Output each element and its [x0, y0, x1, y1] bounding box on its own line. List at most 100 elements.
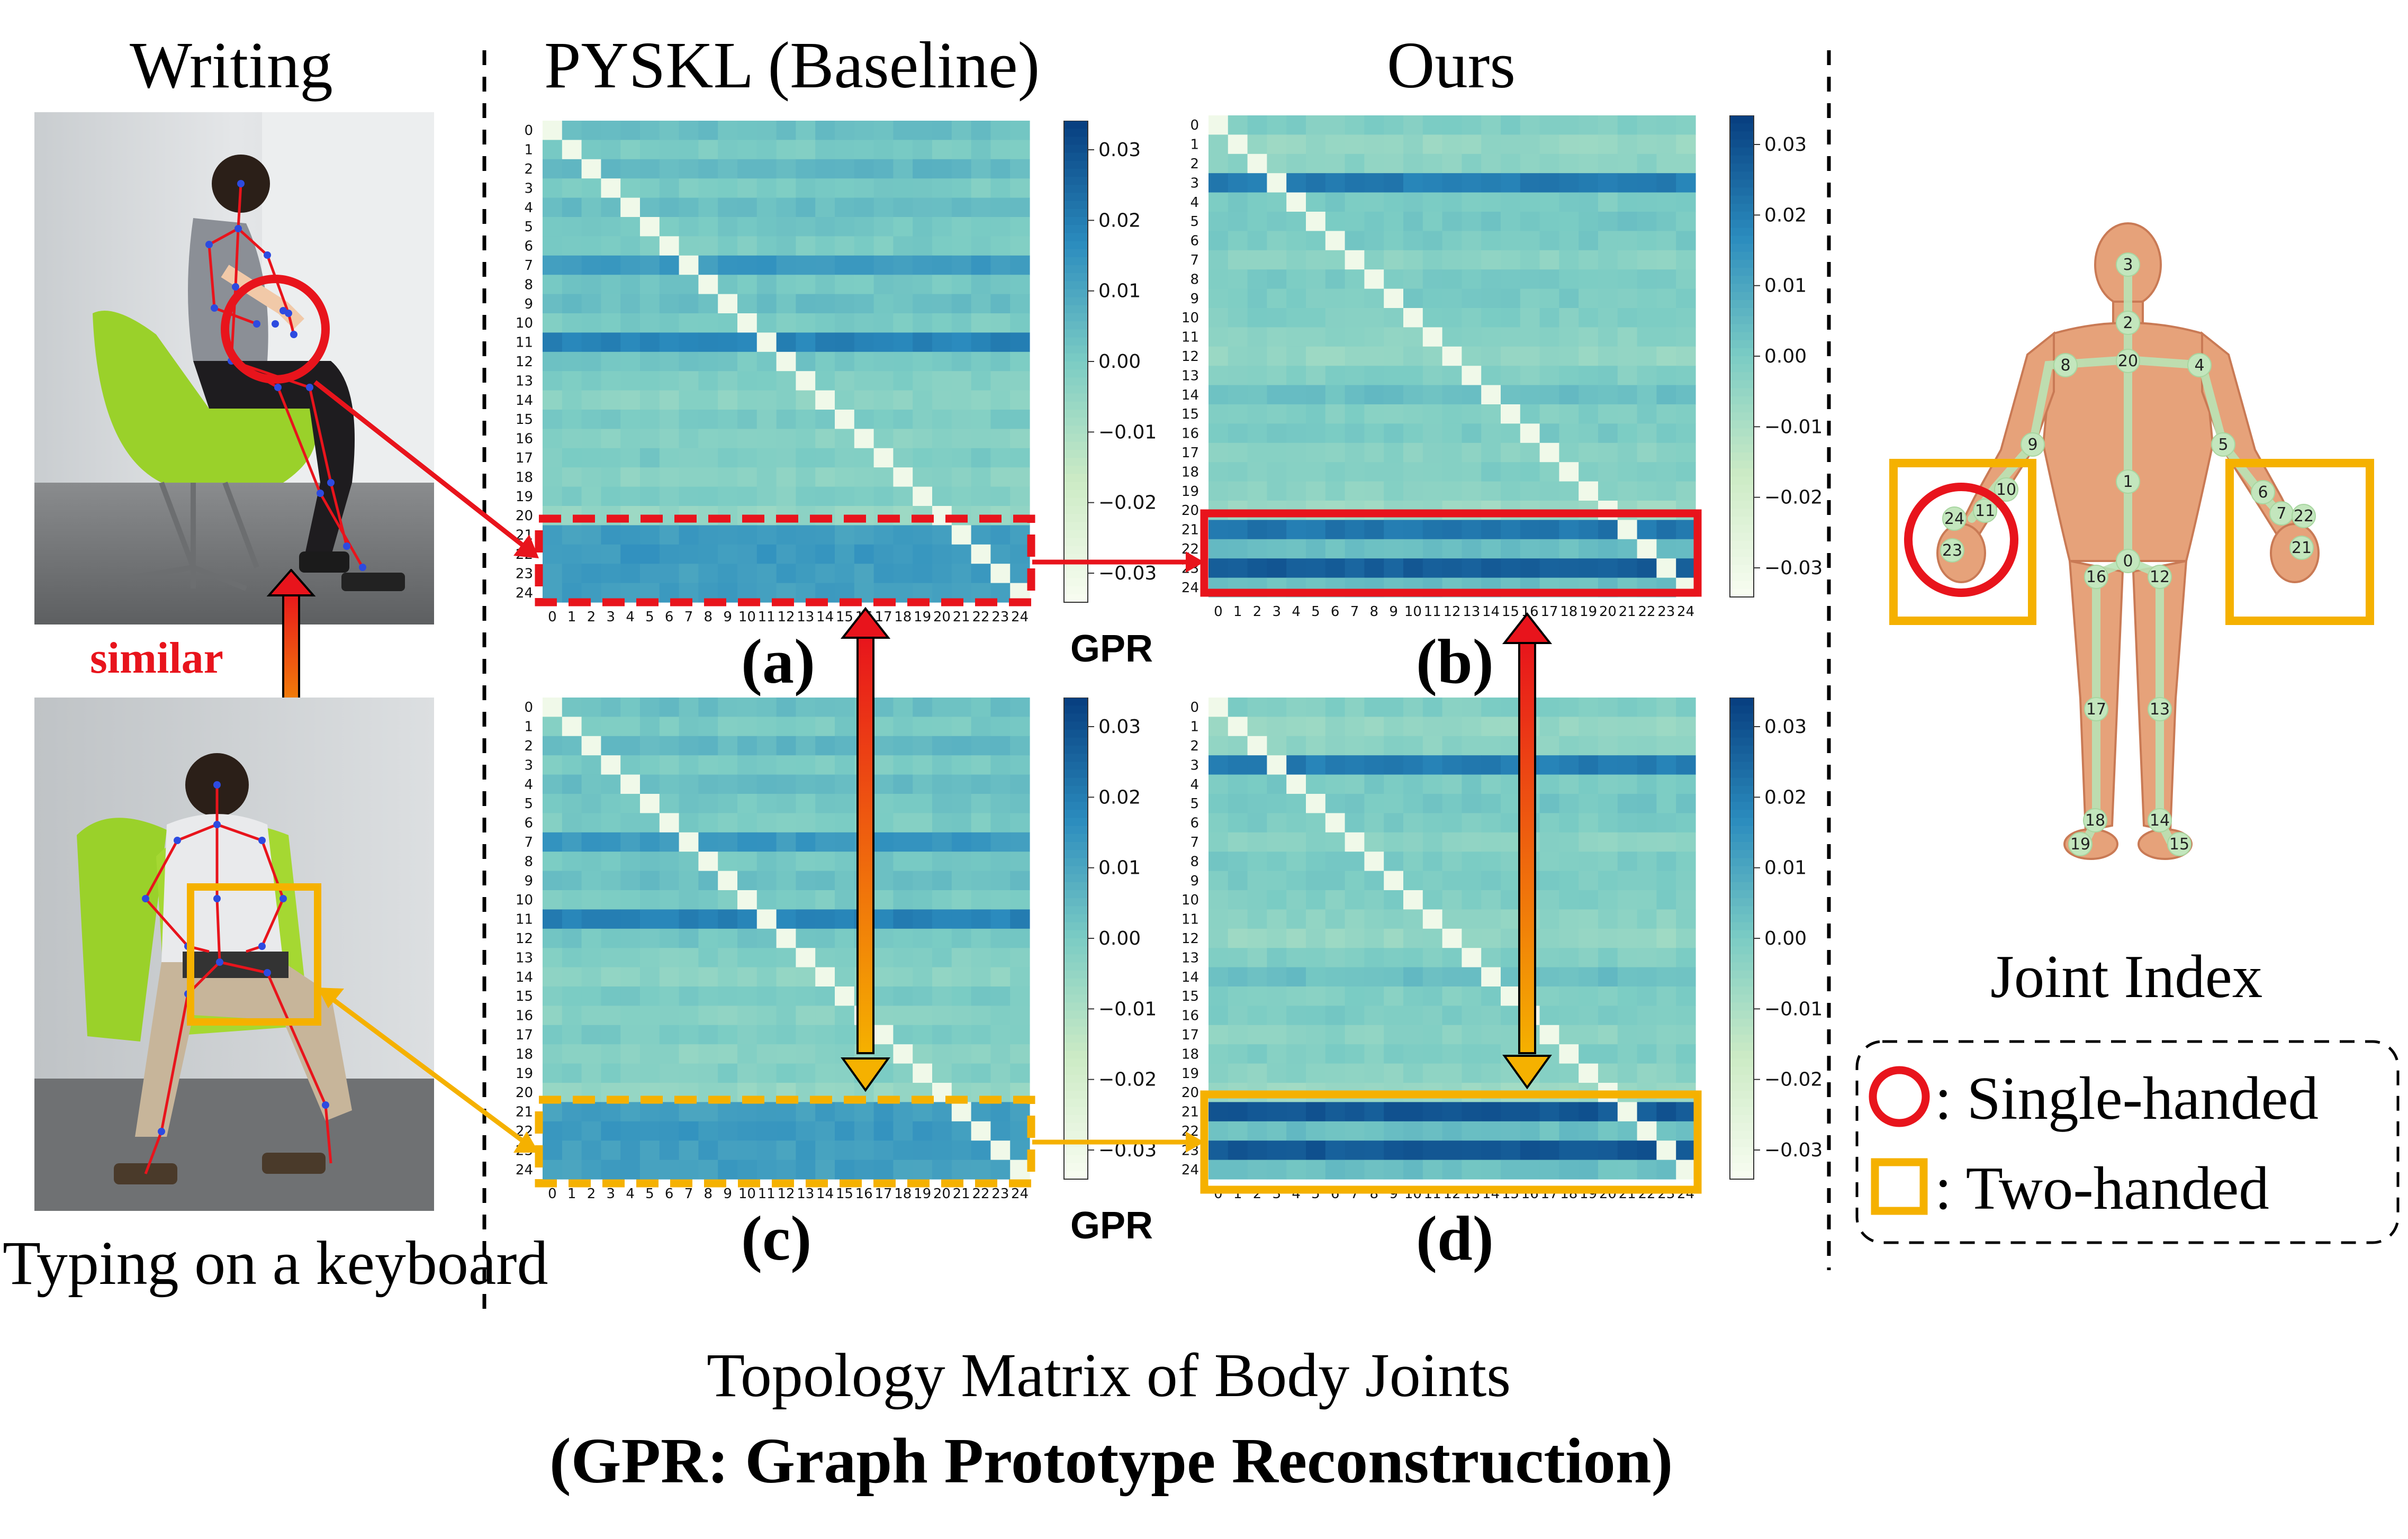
heatmap-cell: [1676, 928, 1696, 948]
heatmap-cell: [679, 1006, 699, 1026]
colorbar-segment: [1730, 1163, 1754, 1172]
joint-dot: [2084, 697, 2108, 721]
heatmap-cell: [1306, 1160, 1326, 1180]
similar-label: similar: [90, 633, 223, 683]
heatmap-cell: [1306, 890, 1326, 910]
heatmap-cell: [1656, 404, 1676, 424]
heatmap-cell: [698, 1006, 718, 1026]
col-tick-label: 2: [1253, 604, 1262, 620]
heatmap-cell: [756, 121, 777, 140]
heatmap-cell: [1676, 366, 1696, 386]
heatmap-cell: [1520, 153, 1540, 174]
heatmap-cell: [1637, 1025, 1657, 1045]
heatmap-cell: [1364, 794, 1384, 813]
heatmap-cell: [1286, 366, 1306, 386]
heatmap-cell: [756, 429, 777, 449]
heatmap-cell: [873, 755, 894, 775]
heatmap-cell: [581, 390, 601, 410]
heatmap-cell: [1559, 539, 1579, 559]
heatmap-cell: [835, 967, 855, 987]
colorbar-segment: [1730, 171, 1754, 180]
heatmap-cell: [679, 332, 699, 352]
heatmap-cell: [1559, 871, 1579, 891]
colorbar-segment: [1064, 898, 1088, 907]
heatmap-cell: [835, 1140, 855, 1161]
heatmap-cell: [601, 544, 621, 564]
heatmap-cell: [1306, 948, 1326, 968]
heatmap-cell: [1656, 717, 1676, 737]
joint-dot: [1940, 538, 1964, 563]
heatmap-cell: [835, 525, 855, 545]
heatmap-cell: [854, 1121, 874, 1141]
heatmap-cell: [1656, 1006, 1676, 1026]
heatmap-cell: [562, 313, 582, 333]
heatmap-cell: [1286, 1102, 1306, 1122]
heatmap-cell: [990, 794, 1011, 813]
heatmap-cell: [893, 429, 913, 449]
heatmap-cell: [1422, 1025, 1443, 1045]
heatmap-cell: [562, 564, 582, 584]
joint-node: 8: [2053, 353, 2078, 377]
heatmap-cell: [679, 217, 699, 237]
heatmap-cell: [854, 197, 874, 218]
heatmap-cell: [796, 813, 816, 833]
heatmap-cell: [951, 736, 972, 756]
heatmap-cell: [737, 410, 757, 429]
colorbar-segment: [1730, 164, 1754, 172]
heatmap-cell: [1306, 192, 1326, 212]
heatmap-cell: [815, 178, 835, 198]
heatmap-cell: [1345, 698, 1365, 717]
heatmap-cell: [1010, 774, 1030, 794]
heatmap-cell: [581, 890, 601, 910]
heatmap-cell: [873, 197, 894, 218]
heatmap-cell: [1228, 250, 1248, 270]
heatmap-cell: [893, 717, 913, 737]
heatmap-cell: [932, 967, 952, 987]
heatmap-cell: [1559, 755, 1579, 775]
heatmap-cell: [835, 236, 855, 256]
heatmap-cell: [815, 832, 835, 852]
heatmap-cell: [932, 1006, 952, 1026]
heatmap-cell: [1462, 1160, 1482, 1180]
heatmap-cell: [1010, 410, 1030, 429]
heatmap-cell: [1676, 539, 1696, 559]
row-tick-label: 6: [524, 816, 533, 831]
heatmap-cell: [1539, 832, 1559, 852]
heatmap-cell: [1208, 1044, 1229, 1064]
heatmap-cell: [640, 928, 660, 948]
heatmap-cell: [1637, 698, 1657, 717]
heatmap-cell: [640, 986, 660, 1006]
colorbar-segment: [1730, 914, 1754, 923]
heatmap-cell: [756, 217, 777, 237]
heatmap-cell: [737, 294, 757, 314]
heatmap-cell: [679, 928, 699, 948]
heatmap-cell: [951, 217, 972, 237]
heatmap-cell: [1228, 558, 1248, 578]
heatmap-cell: [1403, 948, 1423, 968]
heatmap-cell: [1384, 948, 1404, 968]
heatmap-cell: [718, 1063, 738, 1083]
heatmap-cell: [932, 948, 952, 968]
heatmap-cell: [835, 1121, 855, 1141]
colorbar-segment: [1064, 449, 1088, 458]
colorbar-segment: [1064, 538, 1088, 547]
heatmap-cell: [562, 928, 582, 948]
heatmap-cell: [581, 986, 601, 1006]
heatmap-cell: [1598, 404, 1618, 424]
heatmap-cell: [1010, 121, 1030, 140]
heatmap-cell: [1384, 520, 1404, 540]
heatmap-cell: [581, 1121, 601, 1141]
heatmap-cell: [562, 1160, 582, 1180]
heatmap-cell: [1247, 1160, 1267, 1180]
heatmap-cell: [1345, 1006, 1365, 1026]
heatmap-cell: [1656, 755, 1676, 775]
heatmap-cell: [1325, 115, 1346, 135]
baseline-title: PYSKL (Baseline): [544, 29, 1040, 102]
heatmap-cell: [1286, 192, 1306, 212]
colorbar-segment: [1064, 810, 1088, 819]
heatmap-cell: [1247, 794, 1267, 813]
heatmap-cell: [1559, 250, 1579, 270]
row-tick-label: 17: [1182, 445, 1199, 461]
heatmap-cell: [1010, 217, 1030, 237]
heatmap-cell: [1228, 404, 1248, 424]
